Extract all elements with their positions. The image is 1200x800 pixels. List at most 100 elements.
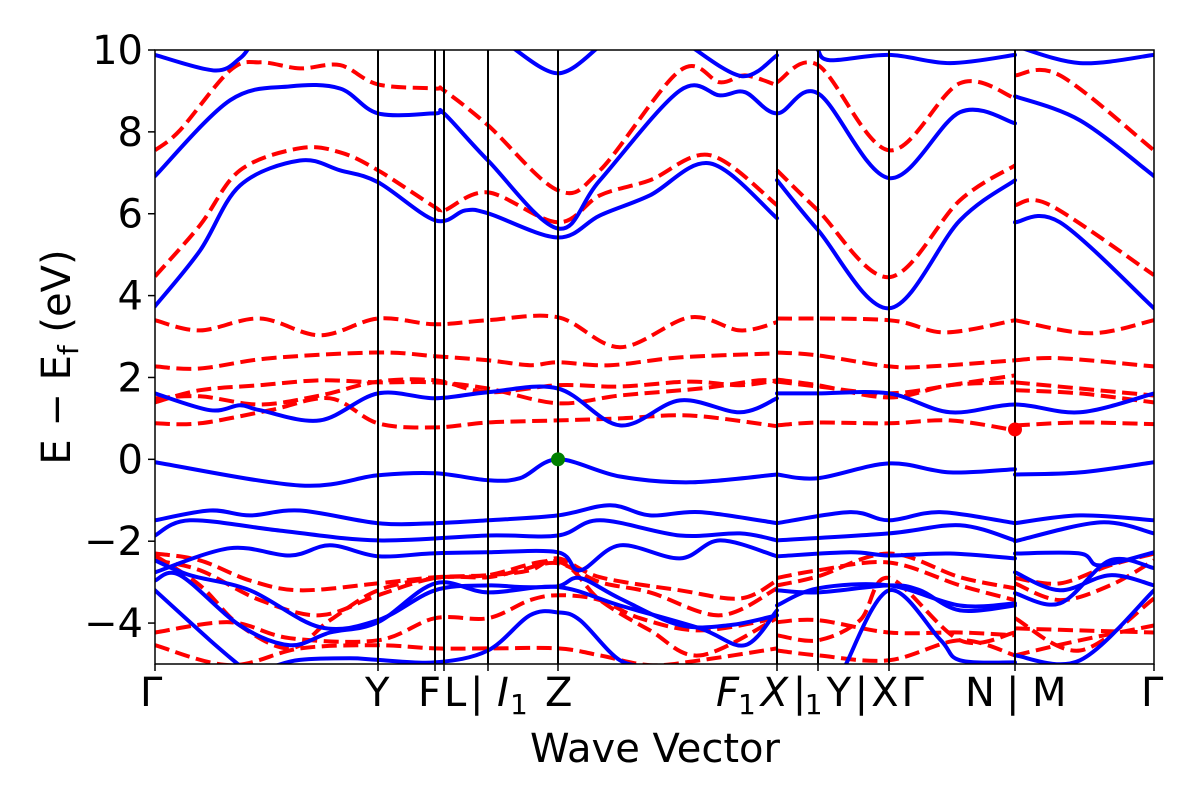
spin-down-band-7 [776, 316, 1016, 335]
x-tick-label-l: L [444, 670, 467, 716]
spin-down-band-28 [776, 575, 1016, 646]
spin-up-band-11 [775, 390, 1154, 415]
spin-down-band-29 [1013, 596, 1154, 653]
spin-up-band-28 [775, 583, 1017, 613]
y-tick-label-2: 0 [118, 437, 143, 483]
spin-down-band-23 [1014, 551, 1154, 586]
x-tick-label-x2: X [871, 670, 898, 716]
spin-down-band-2 [1014, 67, 1154, 152]
spin-down-band-30 [155, 593, 778, 644]
spin-down-band-35 [1014, 623, 1154, 658]
y-axis: −4 −2 0 2 4 6 8 10 [84, 28, 155, 647]
spin-down-band-3 [155, 145, 779, 278]
high-symmetry-lines [377, 50, 1016, 664]
spin-down-band-12 [155, 378, 778, 406]
y-tick-label-4: 4 [118, 274, 143, 320]
y-axis-title-space [34, 333, 80, 346]
spin-up-band-19 [775, 523, 1017, 543]
y-tick-label-7: 10 [92, 28, 143, 74]
spin-down-band-19 [776, 418, 1016, 433]
x-tick-label-i1: I [497, 670, 509, 716]
x-tick-label-sep-y: | [855, 670, 868, 716]
spin-up-band-16 [775, 510, 1017, 526]
x-tick-label-y2: Y [826, 670, 852, 716]
spin-up-band-5 [155, 83, 1017, 231]
marker-vbm [551, 452, 565, 467]
spin-down-band-34 [776, 638, 1016, 663]
x-tick-labels: Γ Y F L | I 1 Z F 1 X | 1 Y | X Γ N | M … [140, 670, 1164, 721]
spin-down-band-27 [155, 553, 778, 658]
spin-down-band-8 [1014, 318, 1154, 336]
markers-layer [551, 422, 1022, 467]
x-tick-label-gamma-end: Γ [1141, 670, 1164, 716]
x-tick-label-x: X [759, 670, 790, 716]
spin-up-band-33 [1013, 588, 1154, 664]
y-axis-title-main: E − E [34, 355, 80, 465]
spin-up-band-4 [1021, 50, 1154, 66]
x-tick-label-f1-sub: 1 [738, 688, 756, 721]
spin-up-band-18 [155, 518, 779, 543]
spin-down-band-11 [1014, 355, 1154, 369]
spin-up-band-0 [155, 50, 250, 73]
y-axis-title: E − Ef (eV) [34, 249, 85, 464]
spin-up-band-29 [1013, 570, 1154, 593]
spin-down-band-32 [1014, 626, 1154, 635]
bands-layer [155, 50, 1154, 664]
plot-frame [154, 49, 1155, 665]
spin-down-band-21 [155, 551, 778, 601]
spin-up-band-23 [1013, 550, 1154, 568]
spin-down-band-18 [155, 396, 778, 430]
spin-down-band-5 [1014, 198, 1154, 277]
y-tick-label-6: 8 [118, 110, 143, 156]
x-tick-label-gamma-start: Γ [140, 670, 163, 716]
y-axis-title-subscript: f [52, 344, 85, 355]
spin-up-band-20 [1013, 520, 1154, 544]
x-tick-label-sep-n: | [1006, 670, 1019, 716]
spin-up-band-32 [843, 588, 1017, 664]
x-tick-label-i1-sub: 1 [510, 688, 528, 721]
spin-up-band-3 [816, 50, 1017, 66]
spin-up-band-15 [155, 503, 779, 527]
spin-up-band-7 [155, 158, 779, 309]
marker-cbm [1008, 422, 1022, 437]
y-tick-label-5: 6 [118, 192, 143, 238]
spin-down-band-6 [155, 313, 778, 350]
spin-up-band-22 [775, 550, 1017, 561]
y-tick-label-3: 2 [118, 355, 143, 401]
x-axis-title: Wave Vector [530, 726, 781, 772]
spin-up-band-6 [1013, 94, 1154, 179]
spin-up-band-2 [692, 50, 779, 79]
x-tick-label-m: M [1032, 670, 1067, 716]
x-tick-label-y: Y [364, 670, 390, 716]
spin-up-band-13 [775, 461, 1017, 481]
spin-down-band-20 [1014, 420, 1154, 428]
x-axis [154, 664, 1155, 671]
spin-down-band-31 [776, 617, 1016, 638]
spin-up-band-14 [1013, 460, 1154, 477]
x-tick-label-f1: F [716, 670, 740, 716]
x-tick-label-x1-sub: 1 [805, 688, 823, 721]
spin-down-band-1 [775, 60, 1016, 153]
x-tick-label-gamma-mid: Γ [902, 670, 925, 716]
series-spin-down [155, 60, 1154, 664]
spin-up-band-10 [155, 384, 779, 428]
spin-up-band-24 [155, 558, 779, 632]
y-tick-label-0: −4 [84, 601, 143, 647]
spin-up-band-9 [1013, 214, 1154, 311]
x-tick-label-n: N [965, 670, 995, 716]
spin-up-band-27 [155, 570, 779, 648]
x-tick-label-z: Z [545, 670, 572, 716]
series-spin-up [155, 50, 1154, 664]
spin-down-band-26 [1014, 558, 1154, 603]
x-tick-label-sep-x1: | [793, 670, 806, 716]
spin-up-band-8 [775, 178, 1017, 311]
spin-down-band-15 [155, 377, 778, 407]
spin-down-band-33 [155, 643, 778, 664]
spin-up-band-12 [155, 457, 779, 488]
spin-down-band-10 [776, 350, 1016, 370]
spin-up-band-30 [155, 588, 241, 664]
x-tick-label-sep-i: | [470, 670, 483, 716]
y-tick-label-1: −2 [84, 519, 143, 565]
x-tick-label-f: F [418, 670, 441, 716]
